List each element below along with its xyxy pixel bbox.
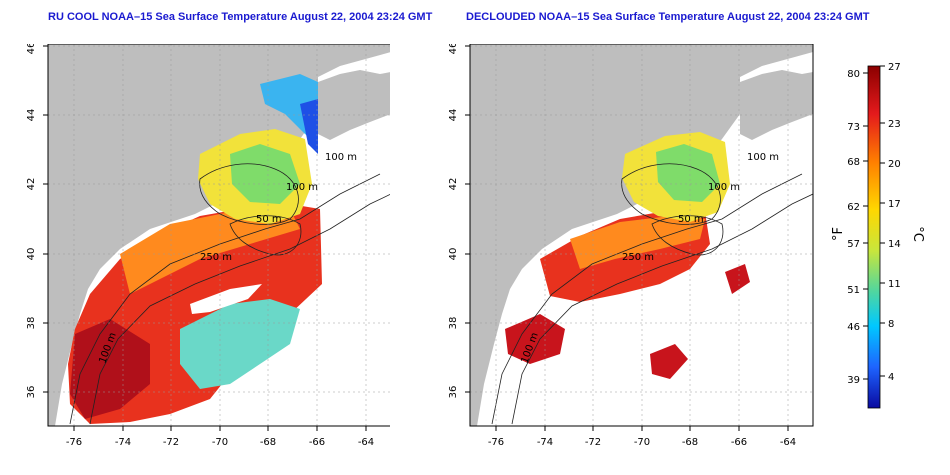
x-tick-label: -74 [115,437,131,448]
right-map-title: DECLOUDED NOAA–15 Sea Surface Temperatur… [466,11,870,23]
land-nova-scotia [318,70,390,140]
y-tick-label: 38 [448,317,459,330]
x-tick-label: -70 [212,437,228,448]
y-tick-label: 46 [448,44,459,54]
x-tick-label: -76 [66,437,82,448]
contour-label: 100 m [747,152,779,163]
land-nova-scotia [740,70,813,140]
contour-label: 100 m [325,152,357,163]
map-gridlines [470,44,813,426]
colorbar-gradient [867,65,881,409]
x-tick-label: -68 [682,437,698,448]
fahrenheit-tick: 62 [847,202,860,213]
sst-orange-band [120,209,300,294]
sst-orange-band [570,216,705,269]
y-tick-label: 46 [26,44,37,54]
sst-green-gulf [656,144,720,202]
celsius-tick: 27 [888,62,901,73]
y-tick-label: 36 [448,386,459,399]
contour-label: 100 m [286,182,318,193]
fahrenheit-tick: 51 [847,285,860,296]
fahrenheit-tick: 46 [847,322,860,333]
fahrenheit-tick: 73 [847,122,860,133]
y-tick-label: 44 [448,109,459,122]
x-tick-label: -64 [780,437,796,448]
land-mass [48,44,390,426]
contour-label: 250 m [622,252,654,263]
cold-pool [190,284,262,314]
celsius-tick: 11 [888,279,901,290]
y-tick-label: 38 [26,317,37,330]
left-map-title: RU COOL NOAA–15 Sea Surface Temperature … [48,11,433,23]
sst-red-patch-east [650,344,688,379]
celsius-tick: 17 [888,199,901,210]
sst-dark-red-south [70,319,150,419]
fahrenheit-tick: 39 [847,375,860,386]
fahrenheit-tick: 80 [847,69,860,80]
x-tick-label: -72 [163,437,179,448]
map-gridlines [48,44,390,426]
celsius-tick: 20 [888,159,901,170]
sst-cool-shelf [180,299,300,389]
x-tick-label: -76 [488,437,504,448]
celsius-tick: 8 [888,319,894,330]
y-tick-label: 40 [448,248,459,261]
x-tick-label: -64 [358,437,374,448]
contour-label: 50 m [256,214,282,225]
temperature-colorbar: 80 73 68 62 57 51 46 39 27 23 20 17 14 1… [831,62,925,409]
celsius-tick: 23 [888,119,901,130]
fahrenheit-label: °F [831,227,846,241]
contour-label: 100 m [708,182,740,193]
celsius-tick: 14 [888,239,901,250]
x-tick-label: -68 [260,437,276,448]
land-mass [470,44,813,426]
celsius-label: °C [910,226,925,242]
x-tick-label: -72 [585,437,601,448]
sst-cyan-coast [260,74,318,144]
y-tick-label: 36 [26,386,37,399]
y-tick-label: 42 [26,178,37,191]
x-tick-label: -66 [731,437,747,448]
sst-green-gulf [230,144,300,204]
sst-red-patch-ne [725,264,750,294]
x-tick-label: -70 [634,437,650,448]
fahrenheit-tick: 68 [847,157,860,168]
x-tick-label: -74 [537,437,553,448]
fahrenheit-tick: 57 [847,239,860,250]
contour-label: 250 m [200,252,232,263]
right-sst-map: 100 m 100 m 50 m 250 m 100 m -76 -74 -72… [448,44,814,448]
sst-blue-coast [300,99,318,154]
celsius-tick: 4 [888,372,894,383]
y-tick-label: 40 [26,248,37,261]
y-tick-label: 42 [448,178,459,191]
x-tick-label: -66 [309,437,325,448]
sst-red-patch-south [505,314,565,364]
left-sst-map: 100 m 100 m 50 m 250 m 100 m -76 -74 -72… [26,44,390,448]
contour-label: 50 m [678,214,704,225]
y-tick-label: 44 [26,109,37,122]
